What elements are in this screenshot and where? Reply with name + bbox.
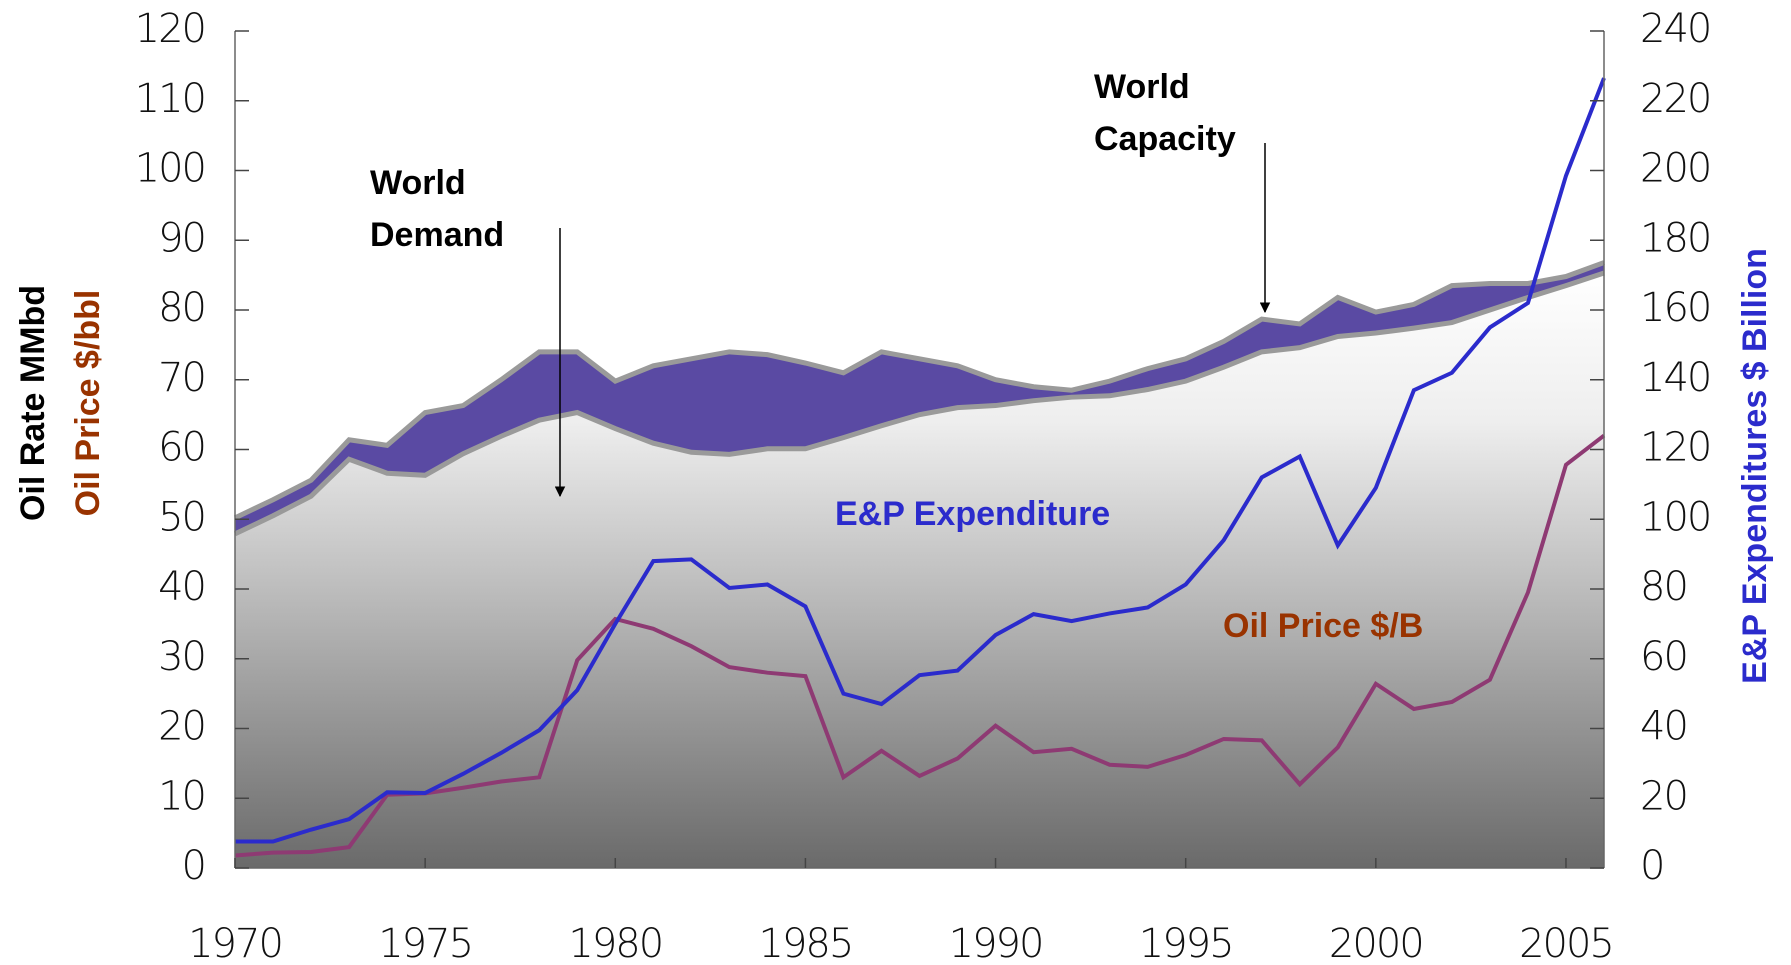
y2-tick-label: 80 <box>1640 564 1687 610</box>
x-tick-label: 1970 <box>188 921 282 965</box>
y-axis-label: Oil Rate MMbd <box>14 285 52 521</box>
y2-tick-label: 0 <box>1640 843 1663 889</box>
y-tick-label: 110 <box>135 76 205 122</box>
y-tick-label: 0 <box>182 843 205 889</box>
x-tick-label: 1980 <box>568 921 662 965</box>
y2-tick-label: 100 <box>1640 494 1710 540</box>
y2-tick-label: 60 <box>1640 634 1687 680</box>
y-axis-label-secondary: Oil Price $/bbl <box>69 290 107 517</box>
x-tick-label: 1995 <box>1139 921 1233 965</box>
series-annotation: E&P Expenditure <box>835 495 1110 533</box>
demand-line <box>233 270 1605 537</box>
y2-tick-label: 200 <box>1640 146 1710 192</box>
x-tick-label: 1990 <box>949 921 1043 965</box>
y2-tick-label: 240 <box>1640 6 1710 52</box>
series-annotation: World Capacity <box>1094 68 1236 158</box>
y2-tick-label: 220 <box>1640 76 1710 122</box>
y-tick-label: 60 <box>158 425 205 471</box>
y-tick-label: 120 <box>135 6 205 52</box>
x-tick-label: 2005 <box>1519 921 1613 965</box>
y-tick-label: 90 <box>158 215 205 261</box>
y2-tick-label: 40 <box>1640 704 1687 750</box>
y-tick-label: 40 <box>158 564 205 610</box>
capacity-line <box>233 260 1605 521</box>
oil-price-line <box>234 433 1606 858</box>
y2-tick-label: 120 <box>1640 425 1710 471</box>
y-tick-label: 30 <box>158 634 205 680</box>
y2-axis-label: E&P Expenditures $ Billion <box>1736 248 1774 684</box>
series-annotation: World Demand <box>370 164 504 254</box>
x-tick-label: 2000 <box>1329 921 1423 965</box>
y-tick-label: 10 <box>158 773 205 819</box>
y-tick-label: 20 <box>158 704 205 750</box>
y2-tick-label: 20 <box>1640 773 1687 819</box>
y2-tick-label: 180 <box>1640 215 1710 261</box>
x-tick-label: 1975 <box>378 921 472 965</box>
y-tick-label: 100 <box>135 146 205 192</box>
y-tick-label: 70 <box>158 355 205 401</box>
y2-tick-label: 140 <box>1640 355 1710 401</box>
series-annotation: Oil Price $/B <box>1223 607 1423 645</box>
expenditure-line <box>235 77 1606 844</box>
y-tick-label: 80 <box>158 285 205 331</box>
x-tick-label: 1985 <box>759 921 853 965</box>
y2-tick-label: 160 <box>1640 285 1710 331</box>
demand-area <box>235 273 1604 869</box>
y-tick-label: 50 <box>158 494 205 540</box>
